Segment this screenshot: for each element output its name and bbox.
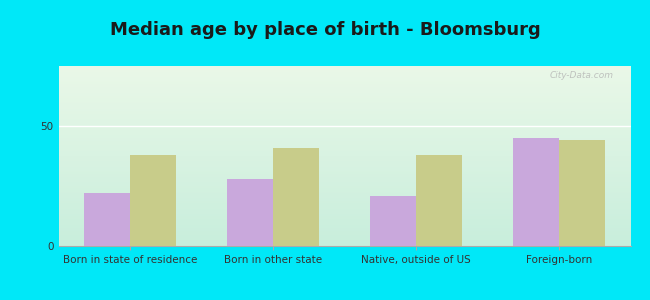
Text: City-Data.com: City-Data.com bbox=[549, 71, 614, 80]
Bar bbox=[416, 155, 462, 246]
Text: Median age by place of birth - Bloomsburg: Median age by place of birth - Bloomsbur… bbox=[110, 21, 540, 39]
Bar bbox=[227, 179, 273, 246]
Bar bbox=[514, 138, 559, 246]
Bar bbox=[130, 155, 176, 246]
Bar bbox=[559, 140, 604, 246]
Bar bbox=[84, 193, 130, 246]
Bar bbox=[273, 148, 318, 246]
Bar bbox=[370, 196, 416, 246]
